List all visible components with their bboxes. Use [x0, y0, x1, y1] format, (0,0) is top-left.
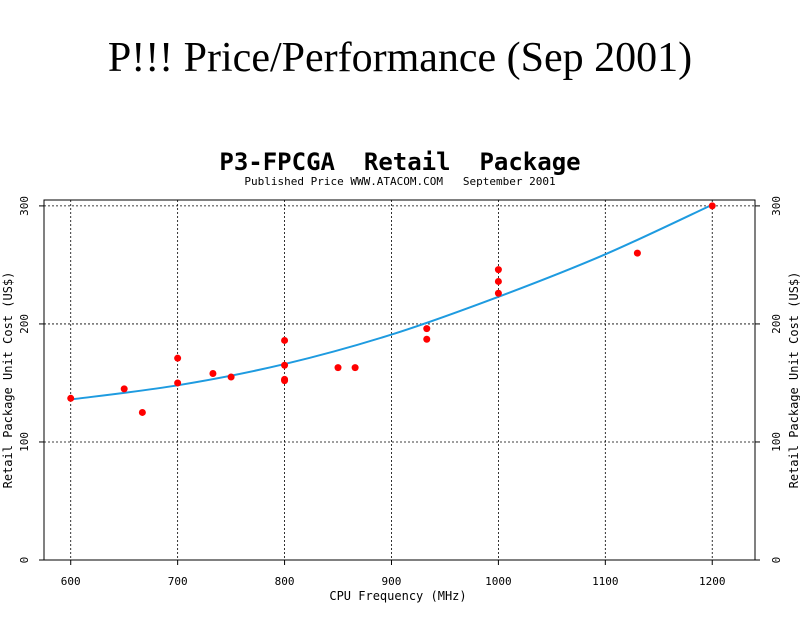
- data-point: [494, 266, 502, 274]
- axes: [39, 199, 760, 565]
- data-point: [281, 377, 289, 385]
- x-tick-label: 900: [382, 575, 402, 588]
- chart-subtitle: Published Price WWW.ATACOM.COM September…: [244, 175, 555, 188]
- data-point: [633, 249, 641, 257]
- x-tick-label: 1100: [592, 575, 619, 588]
- data-point: [174, 379, 182, 387]
- y-tick-label-left: 0: [18, 557, 31, 564]
- y-tick-label-right: 100: [770, 432, 783, 452]
- y-axis-label-right: Retail Package Unit Cost (US$): [787, 272, 800, 489]
- y-tick-label-left: 300: [18, 196, 31, 216]
- x-tick-label: 700: [168, 575, 188, 588]
- y-tick-label-right: 200: [770, 314, 783, 334]
- y-axis-label-left: Retail Package Unit Cost (US$): [1, 272, 15, 489]
- data-point: [334, 364, 342, 372]
- data-point: [423, 325, 431, 333]
- data-point: [494, 289, 502, 297]
- data-point: [494, 277, 502, 285]
- data-point: [120, 385, 128, 393]
- data-point: [174, 354, 182, 362]
- chart-title: P3-FPCGA Retail Package: [219, 148, 580, 176]
- data-point: [209, 370, 217, 378]
- y-tick-label-right: 0: [770, 557, 783, 564]
- y-tick-label-right: 300: [770, 196, 783, 216]
- plot-frame: [43, 199, 756, 561]
- data-point: [351, 364, 359, 372]
- page-title: P!!! Price/Performance (Sep 2001): [107, 35, 693, 81]
- x-tick-label: 800: [275, 575, 295, 588]
- data-point: [227, 373, 235, 381]
- x-tick-label: 600: [61, 575, 81, 588]
- data-point: [138, 408, 146, 416]
- data-point: [67, 394, 75, 402]
- x-tick-label: 1200: [699, 575, 726, 588]
- y-tick-label-left: 100: [18, 432, 31, 452]
- x-axis-label: CPU Frequency (MHz): [329, 589, 466, 603]
- data-points-layer: [67, 202, 716, 416]
- tick-labels: 600 700 800 900 1000 1100 1200 0 0 100 100 200 200 30…: [18, 196, 783, 588]
- data-point: [281, 361, 289, 369]
- grid-lines: [44, 200, 755, 560]
- data-point: [423, 335, 431, 343]
- data-point: [281, 336, 289, 344]
- data-point: [708, 202, 716, 210]
- y-tick-label-left: 200: [18, 314, 31, 334]
- x-tick-label: 1000: [485, 575, 512, 588]
